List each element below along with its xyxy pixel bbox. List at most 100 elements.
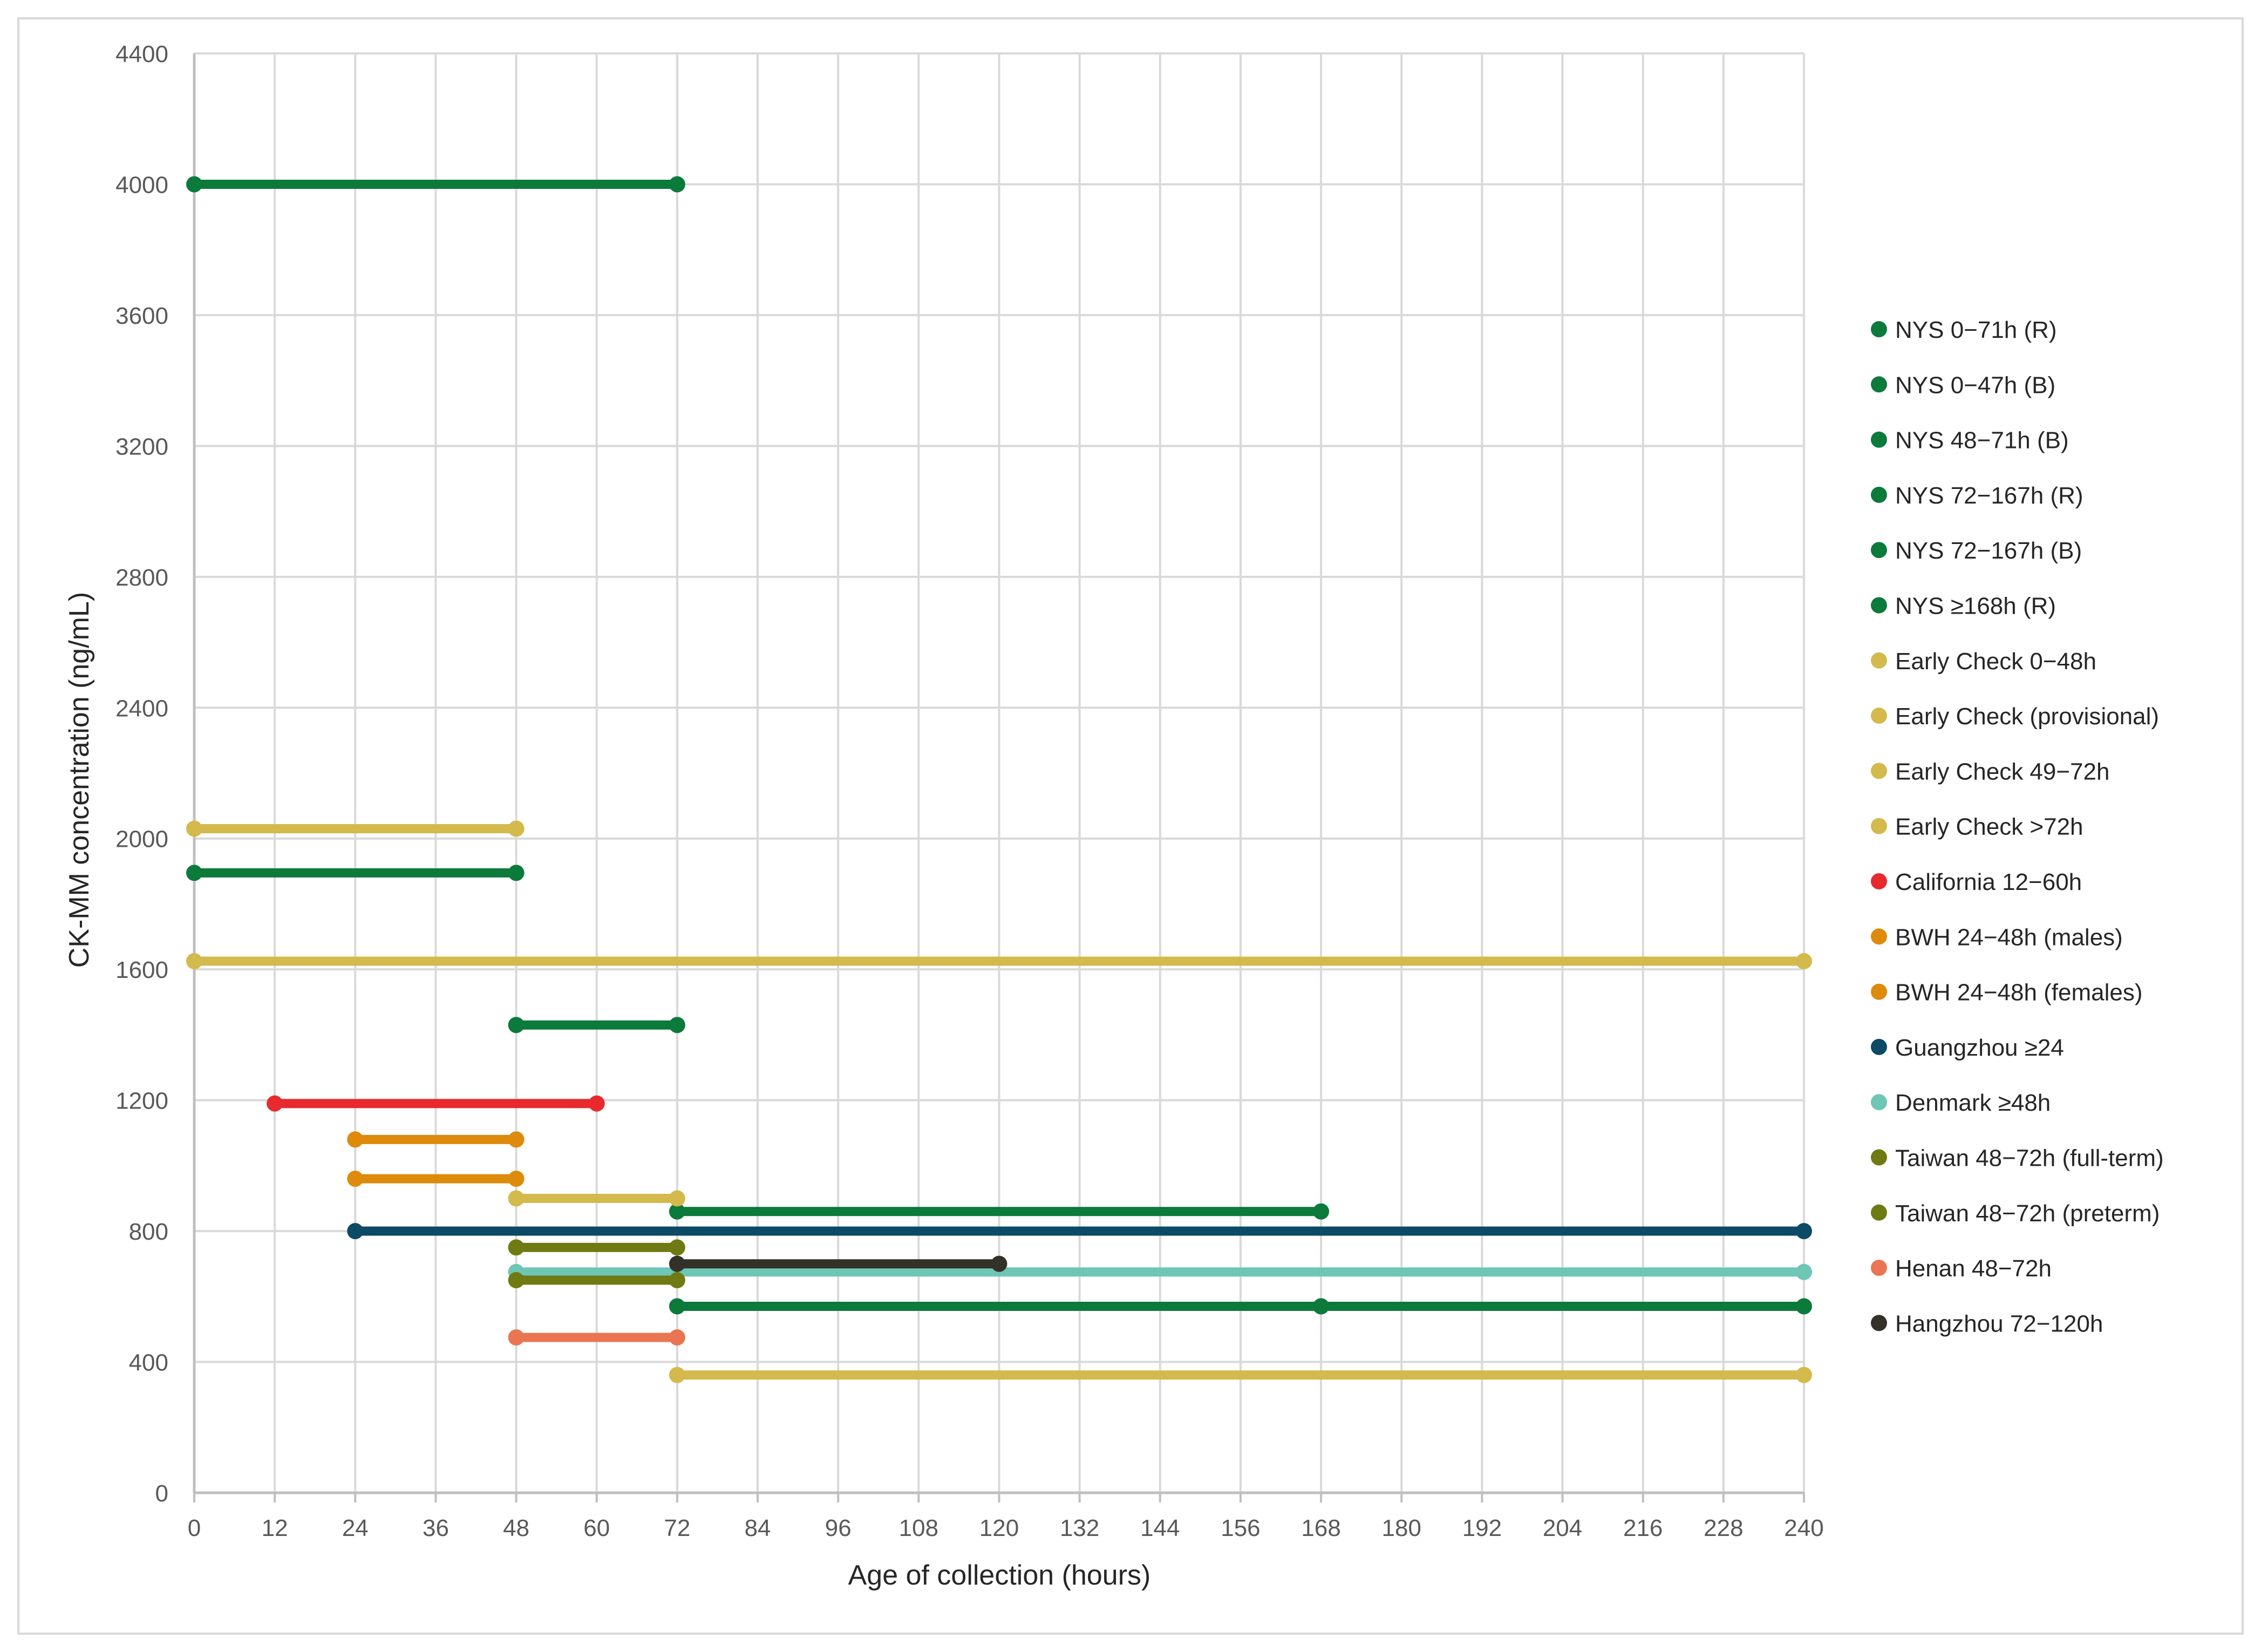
legend-label: NYS 72−167h (R) [1895, 482, 2083, 509]
legend-item: NYS 0−47h (B) [1871, 372, 2055, 398]
legend-marker [1871, 818, 1887, 834]
data-point [508, 1239, 525, 1256]
legend-item: NYS 0−71h (R) [1871, 317, 2057, 343]
x-tick-label: 0 [188, 1515, 201, 1541]
x-tick-label: 132 [1060, 1515, 1099, 1541]
legend-marker [1871, 1204, 1887, 1221]
data-point [347, 1223, 364, 1240]
legend-item: BWH 24−48h (males) [1871, 924, 2123, 950]
series-3 [669, 1203, 1330, 1220]
x-tick-label: 120 [979, 1515, 1019, 1541]
legend-label: Early Check >72h [1895, 814, 2083, 840]
x-tick-label: 96 [825, 1515, 852, 1541]
y-tick-label: 800 [129, 1219, 168, 1245]
series-5 [1313, 1298, 1812, 1315]
legend-label: Guangzhou ≥24 [1895, 1035, 2064, 1061]
x-tick-label: 12 [262, 1515, 288, 1541]
legend-item: Taiwan 48−72h (preterm) [1871, 1200, 2160, 1227]
legend-marker [1871, 542, 1887, 559]
series-12 [347, 1171, 525, 1187]
data-point [669, 1255, 685, 1272]
data-point [669, 1203, 685, 1220]
legend-label: NYS ≥168h (R) [1895, 593, 2056, 620]
x-tick-label: 216 [1623, 1515, 1663, 1541]
data-point [1796, 1223, 1812, 1240]
series-0 [186, 176, 685, 193]
y-tick-label: 400 [129, 1350, 168, 1376]
legend-label: Henan 48−72h [1895, 1255, 2052, 1282]
legend-item: Early Check (provisional) [1871, 703, 2159, 730]
legend-label: Early Check 0−48h [1895, 648, 2096, 675]
data-point [186, 820, 202, 837]
data-point [508, 1131, 525, 1148]
x-tick-label: 192 [1462, 1515, 1502, 1541]
data-point [508, 1190, 525, 1207]
data-point [508, 865, 525, 881]
series-18 [669, 1255, 1007, 1272]
legend: NYS 0−71h (R) NYS 0−47h (B) NYS 48−71h (B)… [1871, 317, 2164, 1337]
legend-item: Taiwan 48−72h (full-term) [1871, 1145, 2164, 1172]
legend-label: Denmark ≥48h [1895, 1090, 2051, 1116]
legend-label: Taiwan 48−72h (preterm) [1895, 1200, 2160, 1227]
data-point [508, 820, 525, 837]
x-tick-label: 180 [1382, 1515, 1421, 1541]
series-17 [508, 1329, 685, 1346]
x-tick-label: 36 [423, 1515, 449, 1541]
legend-label: California 12−60h [1895, 869, 2082, 895]
x-tick-label: 228 [1704, 1515, 1743, 1541]
legend-item: Early Check >72h [1871, 814, 2083, 840]
data-point [508, 1272, 525, 1289]
legend-item: Henan 48−72h [1871, 1255, 2052, 1282]
legend-label: Hangzhou 72−120h [1895, 1310, 2103, 1337]
data-point [186, 865, 202, 881]
data-point [669, 1239, 685, 1256]
legend-label: BWH 24−48h (females) [1895, 980, 2143, 1006]
legend-marker [1871, 652, 1887, 669]
legend-label: NYS 0−71h (R) [1895, 317, 2057, 343]
data-point [669, 1190, 685, 1207]
series-1 [186, 865, 525, 881]
x-tick-label: 72 [664, 1515, 690, 1541]
y-axis-title: CK-MM concentration (ng/mL) [64, 592, 95, 968]
x-axis-ticks: 0 12 24 36 48 60 72 84 96 108 120 132 144 156 168 180 19… [188, 1515, 1824, 1541]
data-point [347, 1131, 364, 1148]
series-7 [186, 953, 1812, 970]
legend-marker [1871, 431, 1887, 448]
data-point [186, 953, 202, 970]
x-tick-label: 240 [1784, 1515, 1823, 1541]
data-point [186, 176, 202, 193]
legend-marker [1871, 873, 1887, 889]
series-9 [669, 1367, 1812, 1383]
legend-item: Denmark ≥48h [1871, 1090, 2051, 1116]
legend-item: NYS 72−167h (R) [1871, 482, 2083, 509]
legend-label: Early Check (provisional) [1895, 703, 2159, 730]
legend-marker [1871, 1038, 1887, 1055]
y-tick-label: 2800 [115, 565, 168, 591]
legend-label: NYS 72−167h (B) [1895, 538, 2082, 564]
legend-marker [1871, 1094, 1887, 1111]
legend-marker [1871, 1315, 1887, 1331]
data-point [991, 1255, 1007, 1272]
y-tick-label: 4400 [115, 41, 168, 67]
legend-marker [1871, 321, 1887, 337]
legend-label: Early Check 49−72h [1895, 758, 2109, 785]
x-tick-label: 60 [583, 1515, 610, 1541]
legend-label: BWH 24−48h (males) [1895, 924, 2123, 950]
data-point [508, 1017, 525, 1034]
legend-item: NYS ≥168h (R) [1871, 593, 2056, 620]
x-axis-title: Age of collection (hours) [848, 1560, 1151, 1591]
legend-label: NYS 48−71h (B) [1895, 427, 2069, 454]
series-2 [508, 1017, 685, 1034]
data-point [267, 1095, 283, 1112]
legend-marker [1871, 1149, 1887, 1166]
y-tick-label: 3600 [115, 303, 168, 329]
legend-marker [1871, 1260, 1887, 1276]
data-point [669, 1367, 685, 1383]
data-point [669, 1329, 685, 1346]
series-15 [508, 1239, 685, 1256]
series-8 [508, 1190, 685, 1207]
data-point [347, 1171, 364, 1187]
data-point [508, 1329, 525, 1346]
legend-item: Guangzhou ≥24 [1871, 1035, 2064, 1061]
